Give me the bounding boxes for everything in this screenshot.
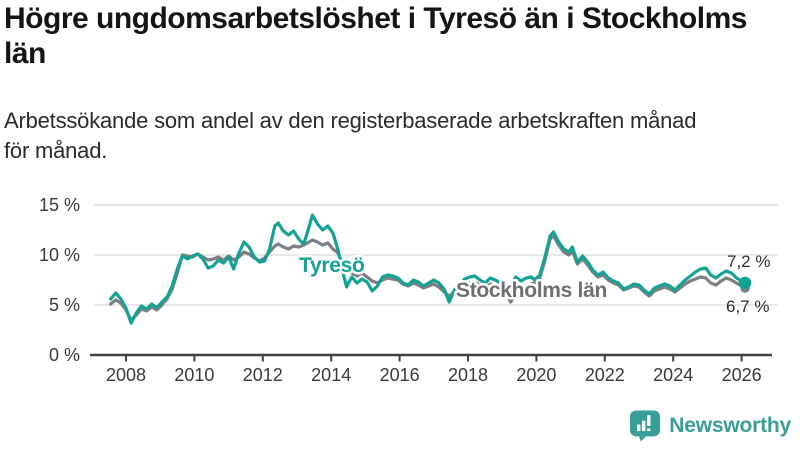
y-axis-label: 10 % (39, 245, 80, 265)
y-axis-label: 5 % (49, 295, 80, 315)
x-axis-label: 2020 (516, 365, 556, 385)
x-axis-label: 2022 (585, 365, 625, 385)
end-value-label-stockholms-lan: 6,7 % (726, 297, 769, 316)
y-axis-label: 15 % (39, 195, 80, 215)
x-axis-label: 2014 (311, 365, 351, 385)
end-dot-tyreso (738, 276, 752, 290)
page-subtitle: Arbetssökande som andel av den registerb… (4, 108, 697, 163)
series-label-stockholms-lan: Stockholms län (456, 279, 607, 302)
x-axis-label: 2010 (174, 365, 214, 385)
y-axis-label: 0 % (49, 345, 80, 365)
x-axis-label: 2024 (653, 365, 693, 385)
line-tyreso (108, 213, 747, 325)
brand-footer: Newsworthy (629, 409, 791, 442)
brand-name: Newsworthy (669, 413, 791, 437)
x-axis-label: 2012 (243, 365, 283, 385)
x-axis-label: 2026 (722, 365, 762, 385)
newsworthy-logo-icon (630, 410, 661, 442)
series-label-tyreso: Tyresö (299, 254, 365, 277)
end-value-label-tyreso: 7,2 % (727, 252, 770, 271)
line-stockholms-lan (108, 234, 747, 322)
x-axis-label: 2016 (380, 365, 420, 385)
page-title: Högre ungdomsarbetslöshet i Tyresö än i … (4, 2, 747, 70)
x-axis-label: 2018 (448, 365, 488, 385)
x-axis-label: 2008 (106, 365, 146, 385)
